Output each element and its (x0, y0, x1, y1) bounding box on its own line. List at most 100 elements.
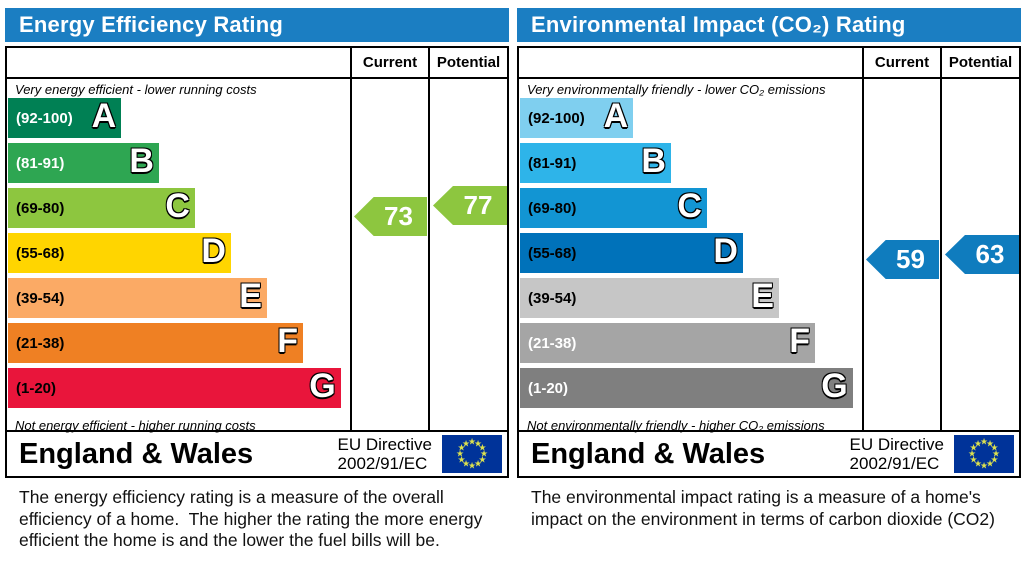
band-d: (55-68) D (8, 231, 231, 273)
band-range-label: (81-91) (528, 154, 577, 172)
top-note: Very energy efficient - lower running co… (15, 82, 257, 97)
environment-title-bar: Environmental Impact (CO₂) Rating (517, 8, 1021, 42)
eu-directive-line2: 2002/91/EC (849, 454, 940, 473)
band-letter: G (309, 366, 336, 405)
environmental-impact-panel: Environmental Impact (CO₂) Rating Curren… (517, 8, 1021, 530)
current-column-header: Current (350, 48, 428, 77)
band-letter: A (603, 96, 629, 135)
potential-column-header: Potential (428, 48, 507, 77)
band-range-label: (81-91) (16, 154, 65, 172)
eu-star: ★ (985, 458, 995, 469)
eu-star: ★ (457, 442, 466, 453)
energy-rating-table: Current Potential Very energy efficient … (5, 46, 509, 478)
band-g: (1-20) G (520, 366, 853, 408)
eu-star: ★ (973, 458, 983, 469)
band-a: (92-100) A (8, 96, 122, 138)
energy-description: The energy efficiency rating is a measur… (19, 487, 488, 551)
eu-flag-icon: ★ ★ ★ ★ ★ ★ ★ ★ ★ ★ ★ ★ (442, 435, 502, 473)
column-divider (428, 79, 430, 430)
eu-star: ★ (479, 448, 489, 459)
energy-bands-area: Very energy efficient - lower running co… (7, 79, 350, 433)
energy-header-row: Current Potential (7, 48, 507, 79)
energy-footer: England & Wales EU Directive 2002/91/EC … (7, 430, 507, 476)
band-f: (21-38) F (520, 321, 815, 363)
potential-rating-arrow: 63 (945, 235, 1019, 274)
eu-star: ★ (969, 442, 978, 453)
eu-star: ★ (990, 454, 999, 465)
current-column-header: Current (862, 48, 940, 77)
eu-star: ★ (478, 442, 487, 453)
energy-title: Energy Efficiency Rating (19, 12, 283, 37)
column-divider (350, 79, 352, 430)
region-label: England & Wales (531, 437, 766, 470)
band-range-label: (21-38) (528, 334, 577, 352)
eu-star: ★ (991, 448, 1001, 459)
band-range-label: (55-68) (528, 244, 577, 262)
bottom-note: Not energy efficient - higher running co… (15, 418, 256, 433)
band-letter: F (789, 321, 810, 360)
eu-star: ★ (979, 436, 989, 447)
band-range-label: (92-100) (16, 109, 73, 127)
environment-footer: England & Wales EU Directive 2002/91/EC … (519, 430, 1019, 476)
current-rating-arrow: 73 (354, 197, 427, 236)
eu-star: ★ (457, 454, 466, 465)
band-letter: E (751, 276, 774, 315)
eu-star: ★ (467, 460, 477, 471)
band-range-label: (92-100) (528, 109, 585, 127)
band-letter: B (641, 141, 666, 180)
band-letter: F (277, 321, 298, 360)
band-letter: D (713, 231, 738, 270)
band-range-label: (39-54) (528, 289, 577, 307)
energy-title-bar: Energy Efficiency Rating (5, 8, 509, 42)
column-divider (940, 79, 942, 430)
eu-star: ★ (979, 460, 989, 471)
eu-star: ★ (973, 438, 983, 449)
band-f: (21-38) F (8, 321, 303, 363)
eu-star: ★ (969, 454, 978, 465)
eu-directive-line1: EU Directive (337, 434, 432, 454)
band-a: (92-100) A (520, 96, 634, 138)
environment-chart-body: Very environmentally friendly - lower CO… (519, 79, 1019, 433)
band-b: (81-91) B (8, 142, 159, 183)
eu-star: ★ (455, 448, 465, 459)
eu-directive-line1: EU Directive (849, 434, 944, 454)
header-spacer (519, 48, 862, 77)
eu-star: ★ (473, 438, 483, 449)
energy-efficiency-panel: Energy Efficiency Rating Current Potenti… (5, 8, 509, 552)
band-e: (39-54) E (8, 276, 267, 318)
environment-bands-area: Very environmentally friendly - lower CO… (519, 79, 862, 433)
band-range-label: (69-80) (528, 199, 577, 217)
potential-rating-arrow: 77 (433, 186, 507, 225)
environment-header-row: Current Potential (519, 48, 1019, 79)
eu-directive-line2: 2002/91/EC (337, 454, 428, 473)
band-range-label: (69-80) (16, 199, 65, 217)
band-range-label: (39-54) (16, 289, 65, 307)
eu-star: ★ (461, 458, 471, 469)
bottom-note: Not environmentally friendly - higher CO… (527, 418, 825, 433)
eu-directive-text: EU Directive 2002/91/EC (850, 435, 954, 473)
band-g: (1-20) G (8, 366, 341, 408)
band-c: (69-80) C (8, 186, 195, 228)
band-letter: E (239, 276, 262, 315)
band-letter: C (165, 186, 190, 225)
eu-star: ★ (461, 438, 471, 449)
eu-directive-text: EU Directive 2002/91/EC (338, 435, 442, 473)
energy-chart-body: Very energy efficient - lower running co… (7, 79, 507, 433)
band-range-label: (21-38) (16, 334, 65, 352)
band-e: (39-54) E (520, 276, 779, 318)
band-b: (81-91) B (520, 141, 671, 183)
potential-column-header: Potential (940, 48, 1019, 77)
environment-description: The environmental impact rating is a mea… (531, 487, 995, 529)
region-label: England & Wales (19, 437, 254, 470)
band-letter: A (91, 96, 117, 135)
band-letter: D (201, 231, 226, 270)
environment-rating-table: Current Potential Very environmentally f… (517, 46, 1021, 478)
eu-star: ★ (985, 438, 995, 449)
eu-star: ★ (967, 448, 977, 459)
eu-flag-icon: ★ ★ ★ ★ ★ ★ ★ ★ ★ ★ ★ ★ (954, 435, 1014, 473)
eu-star: ★ (990, 442, 999, 453)
current-rating-arrow: 59 (866, 240, 939, 279)
band-letter: C (677, 186, 702, 225)
band-letter: G (821, 366, 848, 405)
band-c: (69-80) C (520, 186, 707, 228)
